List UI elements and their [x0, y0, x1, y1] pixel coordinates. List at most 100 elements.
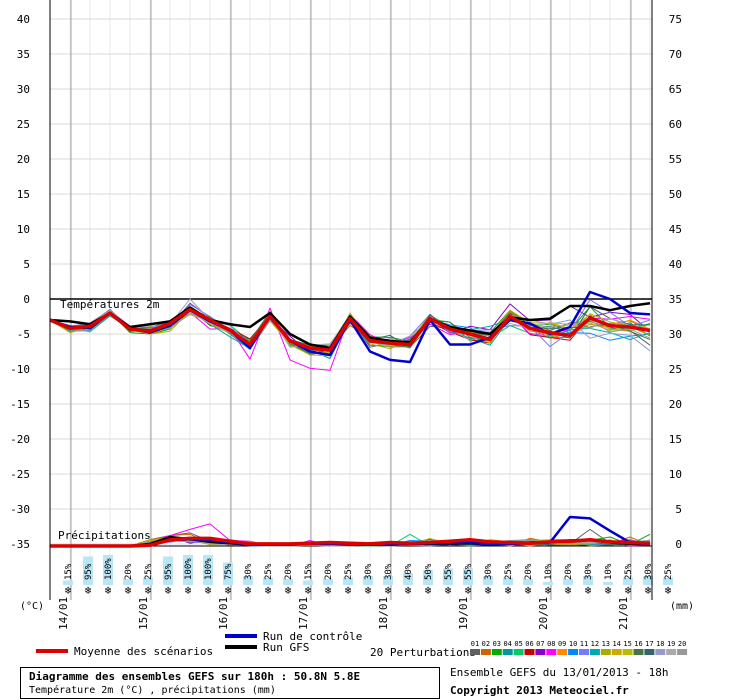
x-tick-label: 14/01 — [57, 597, 70, 630]
precip-section-label: Précipitations — [58, 529, 151, 542]
perturb-number: 01 — [471, 640, 479, 648]
snow-prob-bar — [143, 577, 153, 585]
snow-prob-bar — [623, 577, 633, 585]
y-right-tick-label: 75 — [669, 13, 682, 26]
snow-prob-label: 15% — [64, 563, 74, 580]
snow-prob-bar — [583, 576, 593, 585]
snow-prob-label: 25% — [624, 563, 634, 580]
perturb-number: 13 — [602, 640, 610, 648]
x-tick-label: 19/01 — [457, 597, 470, 630]
perturb-number: 02 — [482, 640, 490, 648]
snow-prob-label: 25% — [504, 563, 514, 580]
snow-prob-label: 50% — [424, 563, 434, 580]
perturb-number: 11 — [580, 640, 588, 648]
snow-prob-bar — [303, 580, 313, 585]
perturb-swatch — [502, 649, 513, 655]
snow-prob-label: 55% — [444, 563, 454, 580]
snow-probability-row: 15% ❄ 95% ❄ 100% ❄ 20% ❄ 25% ❄ 95% ❄ 100% ❄ 100% ❄ 75% ❄ 3… — [63, 555, 674, 597]
snow-prob-label: 100% — [184, 558, 194, 580]
snow-prob-bar — [243, 576, 253, 585]
y-right-tick-label: 65 — [669, 83, 682, 96]
diagram-title: Diagramme des ensembles GEFS sur 180h : … — [29, 670, 361, 683]
y-left-tick-label: 20 — [17, 153, 30, 166]
snow-prob-bar — [123, 579, 133, 585]
snowflake-icon: ❄ — [105, 584, 112, 597]
snow-prob-label: 30% — [384, 563, 394, 580]
y-right-tick-label: 35 — [669, 293, 682, 306]
y-left-tick-label: 5 — [23, 258, 30, 271]
snow-prob-label: 100% — [104, 558, 114, 580]
snow-prob-label: 10% — [604, 563, 614, 580]
snowflake-icon: ❄ — [85, 584, 92, 597]
y-left-tick-label: -25 — [10, 468, 30, 481]
snowflake-icon: ❄ — [585, 584, 592, 597]
perturb-swatch — [535, 649, 546, 655]
snow-prob-label: 75% — [224, 563, 234, 580]
y-left-tick-label: 30 — [17, 83, 30, 96]
snow-prob-label: 25% — [664, 563, 674, 580]
perturb-swatch — [579, 649, 589, 655]
snow-prob-bar — [283, 579, 293, 585]
snowflake-icon: ❄ — [645, 584, 652, 597]
perturb-swatch — [633, 649, 644, 655]
snowflake-icon: ❄ — [125, 584, 132, 597]
y-right-tick-label: 5 — [675, 503, 682, 516]
perturb-swatch — [655, 649, 666, 655]
perturb-swatch — [546, 649, 557, 655]
snow-prob-bar — [223, 562, 233, 585]
run-info: Ensemble GEFS du 13/01/2013 - 18h — [450, 666, 669, 679]
temp-line-moyenne-des-scénarios — [49, 307, 651, 352]
snowflake-icon: ❄ — [325, 584, 332, 597]
y-left-tick-label: 0 — [23, 293, 30, 306]
snowflake-icon: ❄ — [385, 584, 392, 597]
legend-perturb-label: 20 Perturbations — [370, 646, 476, 659]
y-right-tick-label: 0 — [675, 538, 682, 551]
perturb-number: 16 — [634, 640, 642, 648]
snowflake-icon: ❄ — [245, 584, 252, 597]
perturb-number: 18 — [656, 640, 664, 648]
y-left-tick-label: -5 — [17, 328, 30, 341]
snowflake-icon: ❄ — [145, 584, 152, 597]
perturb-swatch — [622, 649, 633, 655]
y-left-tick-label: 15 — [17, 188, 30, 201]
legend-gfs-label: Run GFS — [263, 641, 309, 654]
snowflake-icon: ❄ — [465, 584, 472, 597]
x-tick-label: 18/01 — [377, 597, 390, 630]
snow-prob-bar — [343, 577, 353, 585]
y-left-tick-label: 35 — [17, 48, 30, 61]
snow-prob-label: 25% — [144, 563, 154, 580]
snow-prob-label: 30% — [644, 563, 654, 580]
snowflake-icon: ❄ — [505, 584, 512, 597]
x-tick-label: 17/01 — [297, 597, 310, 630]
snowflake-icon: ❄ — [65, 584, 72, 597]
perturb-number: 09 — [558, 640, 566, 648]
perturb-number: 06 — [525, 640, 533, 648]
snow-prob-label: 10% — [544, 563, 554, 580]
snow-prob-label: 20% — [284, 563, 294, 580]
y-left-tick-label: -10 — [10, 363, 30, 376]
x-tick-label: 16/01 — [217, 597, 230, 630]
snowflake-icon: ❄ — [225, 584, 232, 597]
snowflake-icon: ❄ — [165, 584, 172, 597]
snow-prob-bar — [383, 576, 393, 585]
perturb-number: 19 — [667, 640, 675, 648]
snow-prob-bar — [423, 570, 433, 585]
perturb-number: 03 — [493, 640, 501, 648]
x-tick-label: 20/01 — [537, 597, 550, 630]
temp-line-14 — [49, 309, 651, 354]
perturb-swatch — [677, 649, 688, 655]
legend-mean-label: Moyenne des scénarios — [74, 645, 213, 658]
snowflake-icon: ❄ — [345, 584, 352, 597]
snowflake-icon: ❄ — [545, 584, 552, 597]
legend-control-label: Run de contrôle — [263, 630, 362, 643]
snow-prob-label: 20% — [124, 563, 134, 580]
perturb-swatch — [557, 649, 568, 655]
diagram-info-box: Diagramme des ensembles GEFS sur 180h : … — [20, 667, 440, 699]
y-right-tick-label: 55 — [669, 153, 682, 166]
snow-prob-label: 100% — [204, 558, 214, 580]
y-left-tick-label: 40 — [17, 13, 30, 26]
perturb-swatch — [513, 649, 524, 655]
perturb-number: 14 — [612, 640, 620, 648]
snow-prob-label: 15% — [304, 563, 314, 580]
